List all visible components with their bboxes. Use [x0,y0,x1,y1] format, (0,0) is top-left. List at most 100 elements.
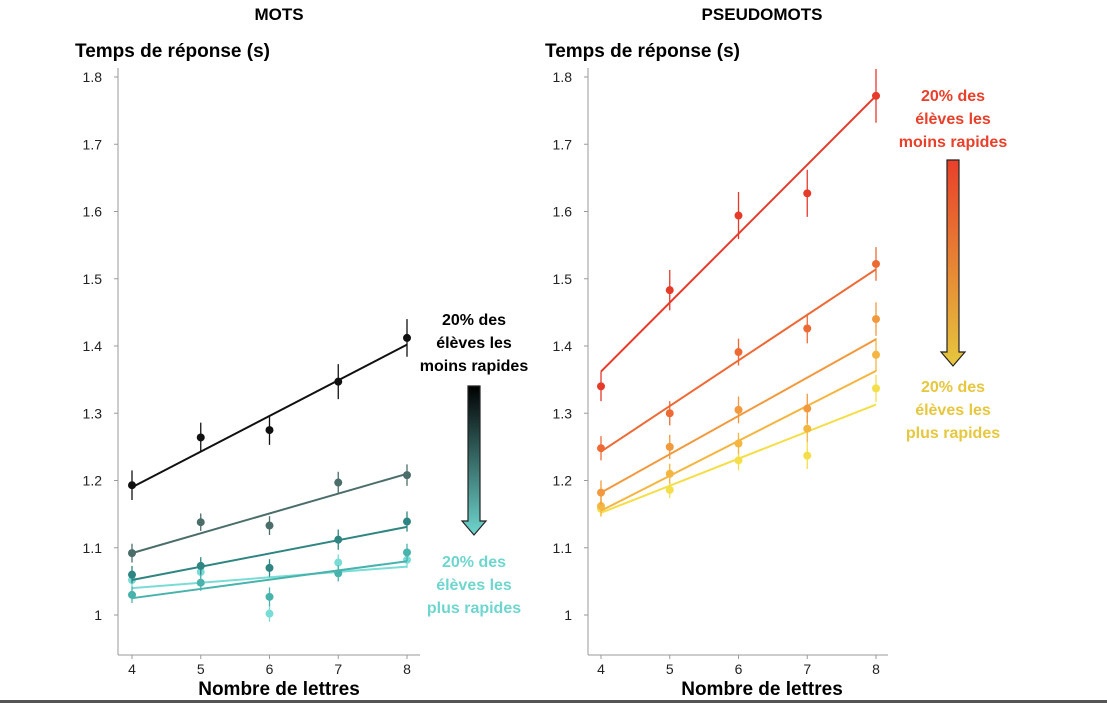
chart-title: MOTS [254,5,303,24]
trend-line [131,560,408,600]
y-tick-label: 1.8 [553,69,573,85]
data-point [128,570,136,579]
legend-arrow [939,159,967,367]
data-point [196,518,205,527]
data-point [734,456,743,465]
data-point [872,91,880,100]
series [597,247,880,461]
data-point [403,517,411,526]
data-point [334,558,343,567]
x-axis-label: Nombre de lettres [198,679,360,700]
x-tick-label: 6 [735,661,743,677]
y-tick-label: 1.6 [553,204,573,220]
series [128,319,411,501]
chart-panel-1: MOTS Temps de réponse (s) Nombre de lettre… [75,5,528,700]
y-axis-label: Temps de réponse (s) [545,41,740,62]
data-point [872,350,880,359]
data-point [597,382,605,391]
y-axis-label: Temps de réponse (s) [75,41,270,62]
legend-top-label: moins rapides [420,358,529,375]
data-point [403,333,411,342]
series [597,68,880,402]
data-point [334,535,343,544]
data-point [597,488,605,497]
data-point [597,502,605,511]
legend-annotation: 20% des élèves les moins rapides 20% des élè… [899,88,1008,442]
data-point [196,433,205,442]
data-point [734,348,743,357]
x-tick-label: 7 [334,661,342,677]
data-point [803,324,812,333]
series [128,464,411,563]
series [128,543,411,607]
data-point [403,548,411,557]
y-tick-label: 1.1 [83,540,103,556]
data-point [803,404,812,413]
data-point [665,442,674,451]
legend-top-label: 20% des [442,312,506,329]
chart-panel-2: PSEUDOMOTS Temps de réponse (s) Nombre de … [545,5,1007,700]
data-point [597,444,605,453]
legend-bottom-label: 20% des [442,554,506,571]
x-tick-label: 7 [803,661,811,677]
x-tick-label: 4 [597,661,605,677]
y-tick-label: 1.5 [553,271,573,287]
data-point [196,578,205,587]
y-tick-label: 1.7 [83,136,103,152]
legend-top-label: 20% des [921,88,985,105]
series [597,302,880,505]
trend-line [131,525,408,582]
data-point [803,451,812,460]
data-point [872,315,880,324]
series [128,511,411,584]
data-point [665,409,674,418]
legend-bottom-label: élèves les [436,577,512,594]
data-point [734,211,743,220]
legend-top-label: moins rapides [899,134,1008,151]
data-point [872,384,880,393]
y-tick-label: 1 [94,607,102,623]
trend-line [131,472,408,555]
data-point [128,590,136,599]
data-point [665,469,674,478]
data-point [403,471,411,480]
data-point [803,189,812,198]
y-tick-label: 1.4 [83,338,103,354]
data-point [128,549,136,558]
y-tick-label: 1.3 [83,405,103,421]
x-tick-label: 5 [197,661,205,677]
legend-arrow [460,385,488,536]
trend-line [131,565,408,590]
y-tick-label: 1.2 [83,473,103,489]
y-tick-label: 1.7 [553,136,573,152]
y-tick-label: 1.8 [83,69,103,85]
data-point [334,569,343,578]
legend-bottom-label: plus rapides [427,600,521,617]
legend-bottom-label: plus rapides [906,425,1000,442]
data-point [265,592,274,601]
data-point [265,563,274,572]
data-point [265,521,274,530]
x-axis-label: Nombre de lettres [681,679,843,700]
data-point [334,478,343,487]
chart-title: PSEUDOMOTS [702,5,823,24]
data-point [265,609,274,618]
x-tick-label: 6 [266,661,274,677]
data-point [665,286,674,295]
data-point [196,561,205,570]
y-tick-label: 1 [564,607,572,623]
legend-top-label: élèves les [915,111,991,128]
y-tick-label: 1.3 [553,405,573,421]
y-tick-label: 1.6 [83,204,103,220]
data-point [803,424,812,433]
legend-annotation: 20% des élèves les moins rapides 20% des élè… [420,312,529,617]
data-point [334,377,343,386]
y-tick-label: 1.2 [553,473,573,489]
y-tick-label: 1.1 [553,540,573,556]
legend-bottom-label: 20% des [921,379,985,396]
data-point [665,485,674,494]
data-point [734,405,743,414]
data-point [265,426,274,435]
